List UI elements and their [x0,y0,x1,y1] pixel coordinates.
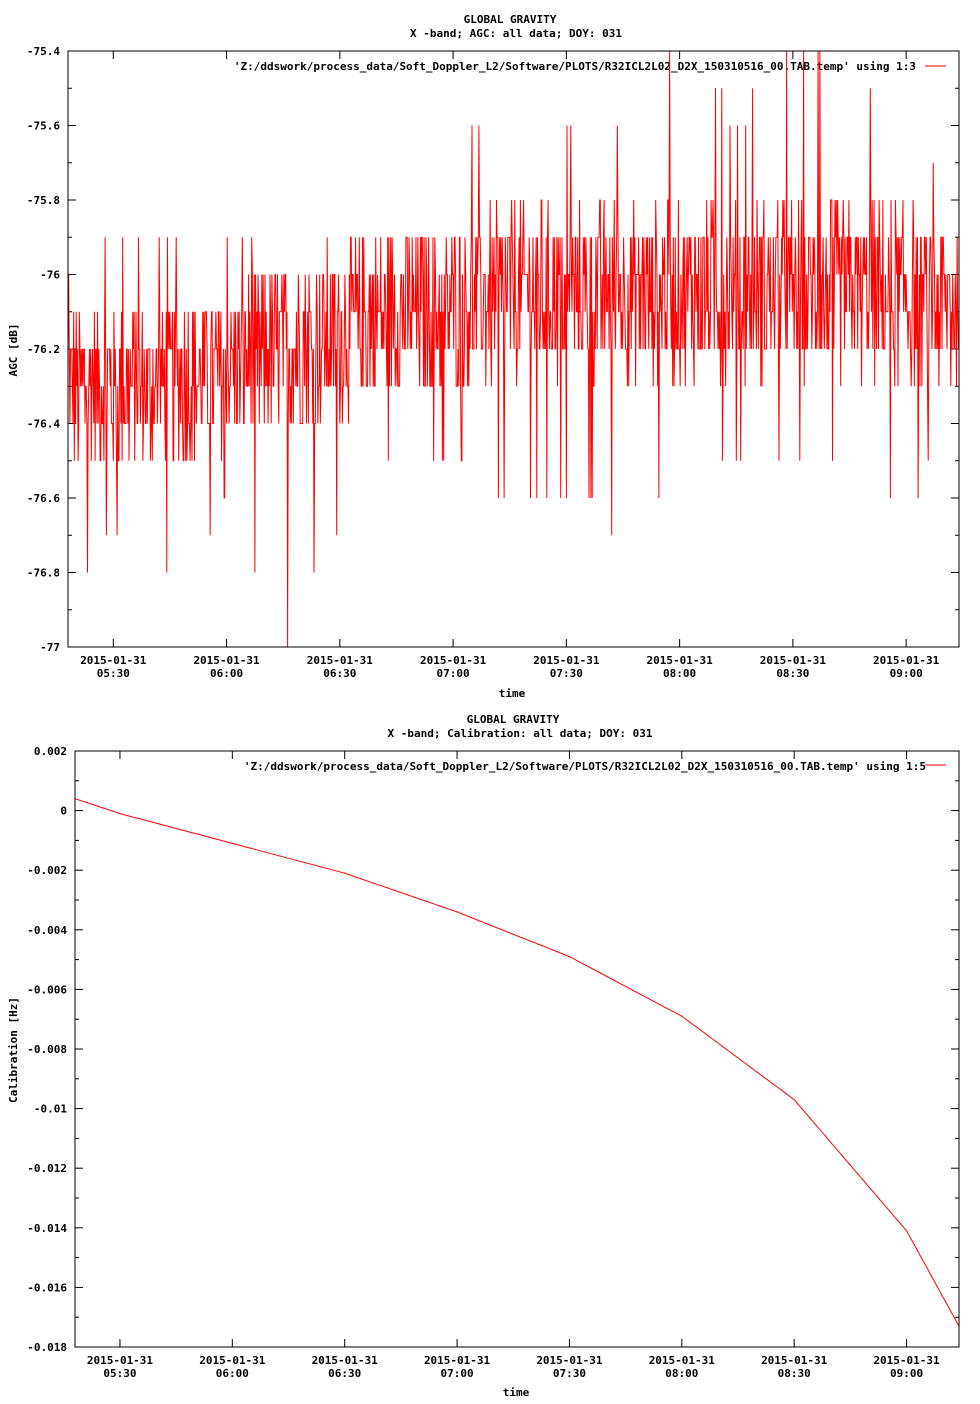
chart-subtitle: X -band; Calibration: all data; DOY: 031 [388,727,653,740]
x-tick-date: 2015-01-31 [87,1354,154,1367]
x-tick-time: 08:30 [776,667,809,680]
y-tick-label: -76 [40,269,60,282]
calibration-point [906,1230,908,1232]
x-tick-time: 09:00 [890,1367,923,1380]
legend-label: 'Z:/ddswork/process_data/Soft_Doppler_L2… [244,760,926,773]
x-tick-time: 08:00 [663,667,696,680]
x-tick-time: 08:00 [665,1367,698,1380]
calibration-point [793,1099,795,1101]
y-tick-label: -75.6 [27,120,60,133]
y-tick-label: -76.2 [27,343,60,356]
calibration-point [119,813,121,815]
plot-frame [74,750,960,1348]
tick-layer: -75.4 -75.6 -75.8 -76 -76.2 -76.4 -76.6 -76.8 -7… [27,45,959,680]
chart-title: GLOBAL GRAVITY [467,713,560,726]
x-tick-date: 2015-01-31 [533,654,600,667]
y-tick-label: -0.002 [27,864,67,877]
y-tick-label: 0 [60,805,67,818]
x-tick-date: 2015-01-31 [420,654,487,667]
y-tick-label: -0.008 [27,1043,67,1056]
chart-subtitle: X -band; AGC: all data; DOY: 031 [410,27,622,40]
y-tick-label: -0.014 [27,1222,67,1235]
x-tick-date: 2015-01-31 [424,1354,491,1367]
calibration-point [456,911,458,913]
y-axis-label: AGC [dB] [7,324,20,377]
calibration-point [344,872,346,874]
x-axis-label: time [499,687,526,700]
y-tick-label: -75.8 [27,194,60,207]
x-tick-time: 05:30 [97,667,130,680]
chart-title: GLOBAL GRAVITY [464,13,557,26]
x-tick-date: 2015-01-31 [873,1354,940,1367]
x-tick-time: 06:00 [216,1367,249,1380]
y-tick-label: -76.6 [27,492,60,505]
y-tick-label: -76.4 [27,418,60,431]
x-tick-time: 06:30 [328,1367,361,1380]
x-tick-time: 07:30 [550,667,583,680]
y-tick-label: -0.004 [27,924,67,937]
plot-frame [67,50,960,648]
x-tick-date: 2015-01-31 [536,1354,603,1367]
x-tick-time: 06:00 [210,667,243,680]
calibration-chart: GLOBAL GRAVITY X -band; Calibration: all… [7,713,960,1399]
x-tick-date: 2015-01-31 [873,654,940,667]
calibration-point [681,1015,683,1017]
x-tick-date: 2015-01-31 [761,1354,828,1367]
y-tick-label: 0.002 [34,745,67,758]
x-tick-time: 07:00 [437,667,470,680]
series-layer [74,798,960,1327]
x-tick-date: 2015-01-31 [312,1354,379,1367]
y-tick-label: -0.018 [27,1341,67,1354]
x-tick-date: 2015-01-31 [80,654,147,667]
y-tick-label: -76.8 [27,567,60,580]
y-tick-label: -75.4 [27,45,60,58]
x-tick-time: 06:30 [323,667,356,680]
agc-chart: GLOBAL GRAVITY X -band; AGC: all data; D… [7,13,960,700]
x-tick-date: 2015-01-31 [760,654,827,667]
y-tick-label: -0.01 [34,1103,67,1116]
calibration-point [568,956,571,958]
x-tick-time: 09:00 [890,667,923,680]
series-layer [67,50,959,648]
calibration-series-line [74,798,960,1327]
x-tick-time: 05:30 [103,1367,136,1380]
x-tick-date: 2015-01-31 [649,1354,716,1367]
x-tick-date: 2015-01-31 [307,654,374,667]
calibration-point [231,842,233,845]
x-tick-time: 08:30 [778,1367,811,1380]
y-tick-label: -0.006 [27,983,67,996]
y-tick-label: -0.016 [27,1281,67,1294]
tick-layer: 0.002 0 -0.002 -0.004 -0.006 -0.008 -0.01 -0.01… [27,745,959,1380]
legend-label: 'Z:/ddswork/process_data/Soft_Doppler_L2… [234,60,916,73]
y-axis-label: Calibration [Hz] [7,997,20,1103]
x-tick-date: 2015-01-31 [199,1354,266,1367]
x-tick-time: 07:00 [441,1367,474,1380]
x-axis-label: time [503,1386,530,1399]
x-tick-time: 07:30 [553,1367,586,1380]
x-tick-date: 2015-01-31 [647,654,714,667]
x-tick-date: 2015-01-31 [193,654,260,667]
agc-series-line [67,50,959,648]
y-tick-label: -77 [40,641,60,654]
y-tick-label: -0.012 [27,1162,67,1175]
